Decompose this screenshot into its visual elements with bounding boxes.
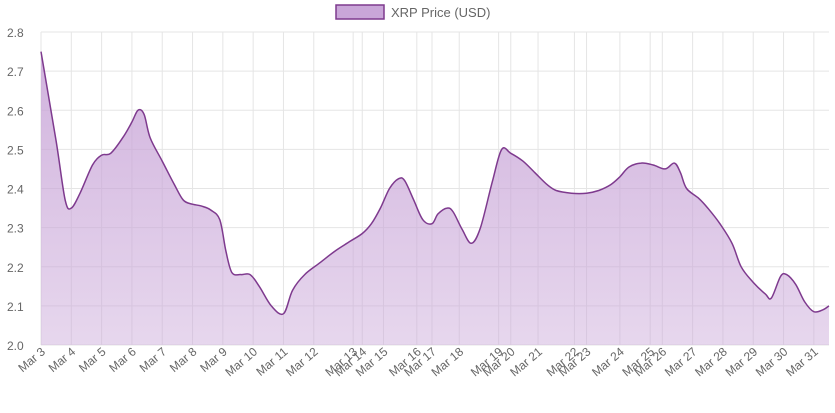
x-tick-label: Mar 21 xyxy=(507,344,545,379)
y-tick-label: 2.3 xyxy=(7,222,24,236)
x-tick-label: Mar 12 xyxy=(283,344,321,379)
legend-label[interactable]: XRP Price (USD) xyxy=(391,5,490,20)
legend[interactable]: XRP Price (USD) xyxy=(335,4,490,20)
area-fill xyxy=(41,51,829,345)
y-tick-label: 2.5 xyxy=(7,143,24,157)
x-tick-label: Mar 8 xyxy=(167,344,200,375)
x-tick-label: Mar 7 xyxy=(137,344,170,375)
x-tick-label: Mar 11 xyxy=(253,344,290,378)
series-line xyxy=(40,51,830,316)
x-tick-label: Mar 31 xyxy=(783,344,821,379)
x-tick-label: Mar 10 xyxy=(222,344,260,379)
area-layer xyxy=(40,51,830,345)
legend-swatch[interactable] xyxy=(335,4,385,20)
y-axis-ticks: 2.0 2.1 2.2 2.3 2.4 2.5 2.6 2.7 2.8 xyxy=(7,26,24,353)
y-tick-label: 2.8 xyxy=(7,26,24,40)
y-tick-label: 2.0 xyxy=(7,339,24,353)
y-tick-label: 2.1 xyxy=(7,300,24,314)
x-tick-label: Mar 29 xyxy=(723,344,761,379)
y-tick-label: 2.6 xyxy=(7,104,24,118)
x-tick-label: Mar 28 xyxy=(692,344,730,379)
y-tick-label: 2.4 xyxy=(7,183,24,197)
y-tick-label: 2.2 xyxy=(7,261,24,275)
x-tick-label: Mar 18 xyxy=(429,344,467,379)
x-tick-label: Mar 4 xyxy=(46,344,79,375)
x-tick-label: Mar 27 xyxy=(662,344,700,379)
x-tick-label: Mar 30 xyxy=(753,344,791,379)
x-tick-label: Mar 5 xyxy=(76,344,109,375)
x-tick-label: Mar 24 xyxy=(589,344,627,379)
y-tick-label: 2.7 xyxy=(7,65,24,79)
x-tick-label: Mar 6 xyxy=(106,344,139,375)
